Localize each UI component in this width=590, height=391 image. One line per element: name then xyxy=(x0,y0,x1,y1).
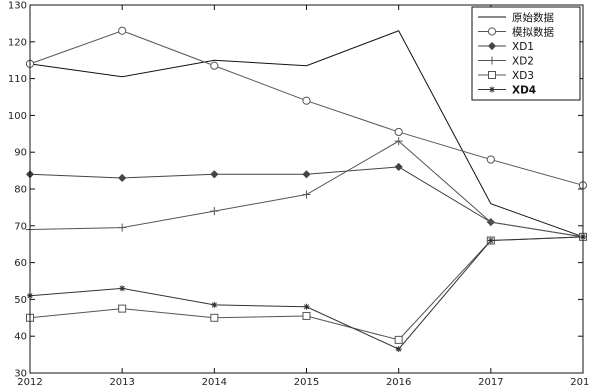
data-point xyxy=(118,26,127,35)
x-tick-label: 2016 xyxy=(386,377,411,388)
data-point xyxy=(394,162,403,171)
data-point xyxy=(303,303,310,310)
data-point xyxy=(394,335,403,344)
series-line xyxy=(29,236,584,341)
data-point xyxy=(118,304,127,313)
y-tick-label: 60 xyxy=(14,258,27,269)
data-point xyxy=(302,170,311,179)
legend-label: 原始数据 xyxy=(512,11,554,24)
data-point xyxy=(210,61,219,70)
y-tick-label: 120 xyxy=(8,37,27,48)
data-point xyxy=(302,190,311,199)
plot-area-frame xyxy=(29,4,584,374)
x-tick-label: 2015 xyxy=(294,377,319,388)
y-tick-label: 100 xyxy=(8,111,27,122)
data-point xyxy=(118,173,127,183)
x-tick-label: 2017 xyxy=(478,377,503,388)
series-line xyxy=(29,236,584,350)
x-tick-label: 2018 xyxy=(570,377,590,388)
y-tick-label: 90 xyxy=(14,148,27,159)
legend-label: XD1 xyxy=(512,41,534,53)
legend-item: XD3 xyxy=(478,70,534,82)
series-XD4 xyxy=(27,233,586,353)
y-tick-label: 50 xyxy=(14,295,27,306)
series-line xyxy=(29,140,584,238)
legend-item: 模拟数据 xyxy=(478,26,554,39)
data-point xyxy=(488,56,496,65)
data-point xyxy=(487,27,497,36)
data-point xyxy=(302,96,311,105)
legend-label: 模拟数据 xyxy=(512,26,554,39)
data-point xyxy=(486,218,495,227)
data-point xyxy=(487,237,494,244)
data-point xyxy=(118,223,127,232)
data-point xyxy=(487,41,497,51)
y-tick-label: 30 xyxy=(14,369,27,380)
legend-label: XD2 xyxy=(512,56,534,68)
data-point xyxy=(486,155,495,164)
data-point xyxy=(394,137,403,146)
legend-item: 原始数据 xyxy=(478,11,554,24)
data-point xyxy=(210,313,219,322)
series-line xyxy=(29,30,584,238)
legend-label: XD4 xyxy=(512,85,536,97)
data-point xyxy=(489,86,495,93)
data-point xyxy=(395,346,402,353)
data-point xyxy=(488,71,496,79)
data-point xyxy=(210,207,219,216)
legend-item: XD4 xyxy=(478,85,536,97)
legend-item: XD1 xyxy=(478,41,534,53)
data-point xyxy=(211,301,218,308)
series-XD2 xyxy=(26,137,587,241)
data-point xyxy=(302,311,311,320)
y-tick-label: 70 xyxy=(14,221,27,232)
series-XD3 xyxy=(26,232,587,344)
x-tick-label: 2013 xyxy=(109,377,134,388)
data-point xyxy=(119,285,126,292)
data-point xyxy=(394,127,403,137)
x-tick-label: 2012 xyxy=(17,377,42,388)
data-point xyxy=(210,170,219,179)
x-tick-label: 2014 xyxy=(202,377,227,388)
y-tick-label: 80 xyxy=(14,185,27,196)
y-tick-label: 130 xyxy=(8,1,27,12)
legend-label: XD3 xyxy=(512,70,534,82)
legend-box xyxy=(471,6,581,101)
legend-item: XD2 xyxy=(478,56,534,68)
series-XD1 xyxy=(25,162,588,241)
y-tick-label: 110 xyxy=(8,74,27,85)
series-原始数据 xyxy=(29,30,584,238)
y-tick-label: 40 xyxy=(14,332,27,343)
